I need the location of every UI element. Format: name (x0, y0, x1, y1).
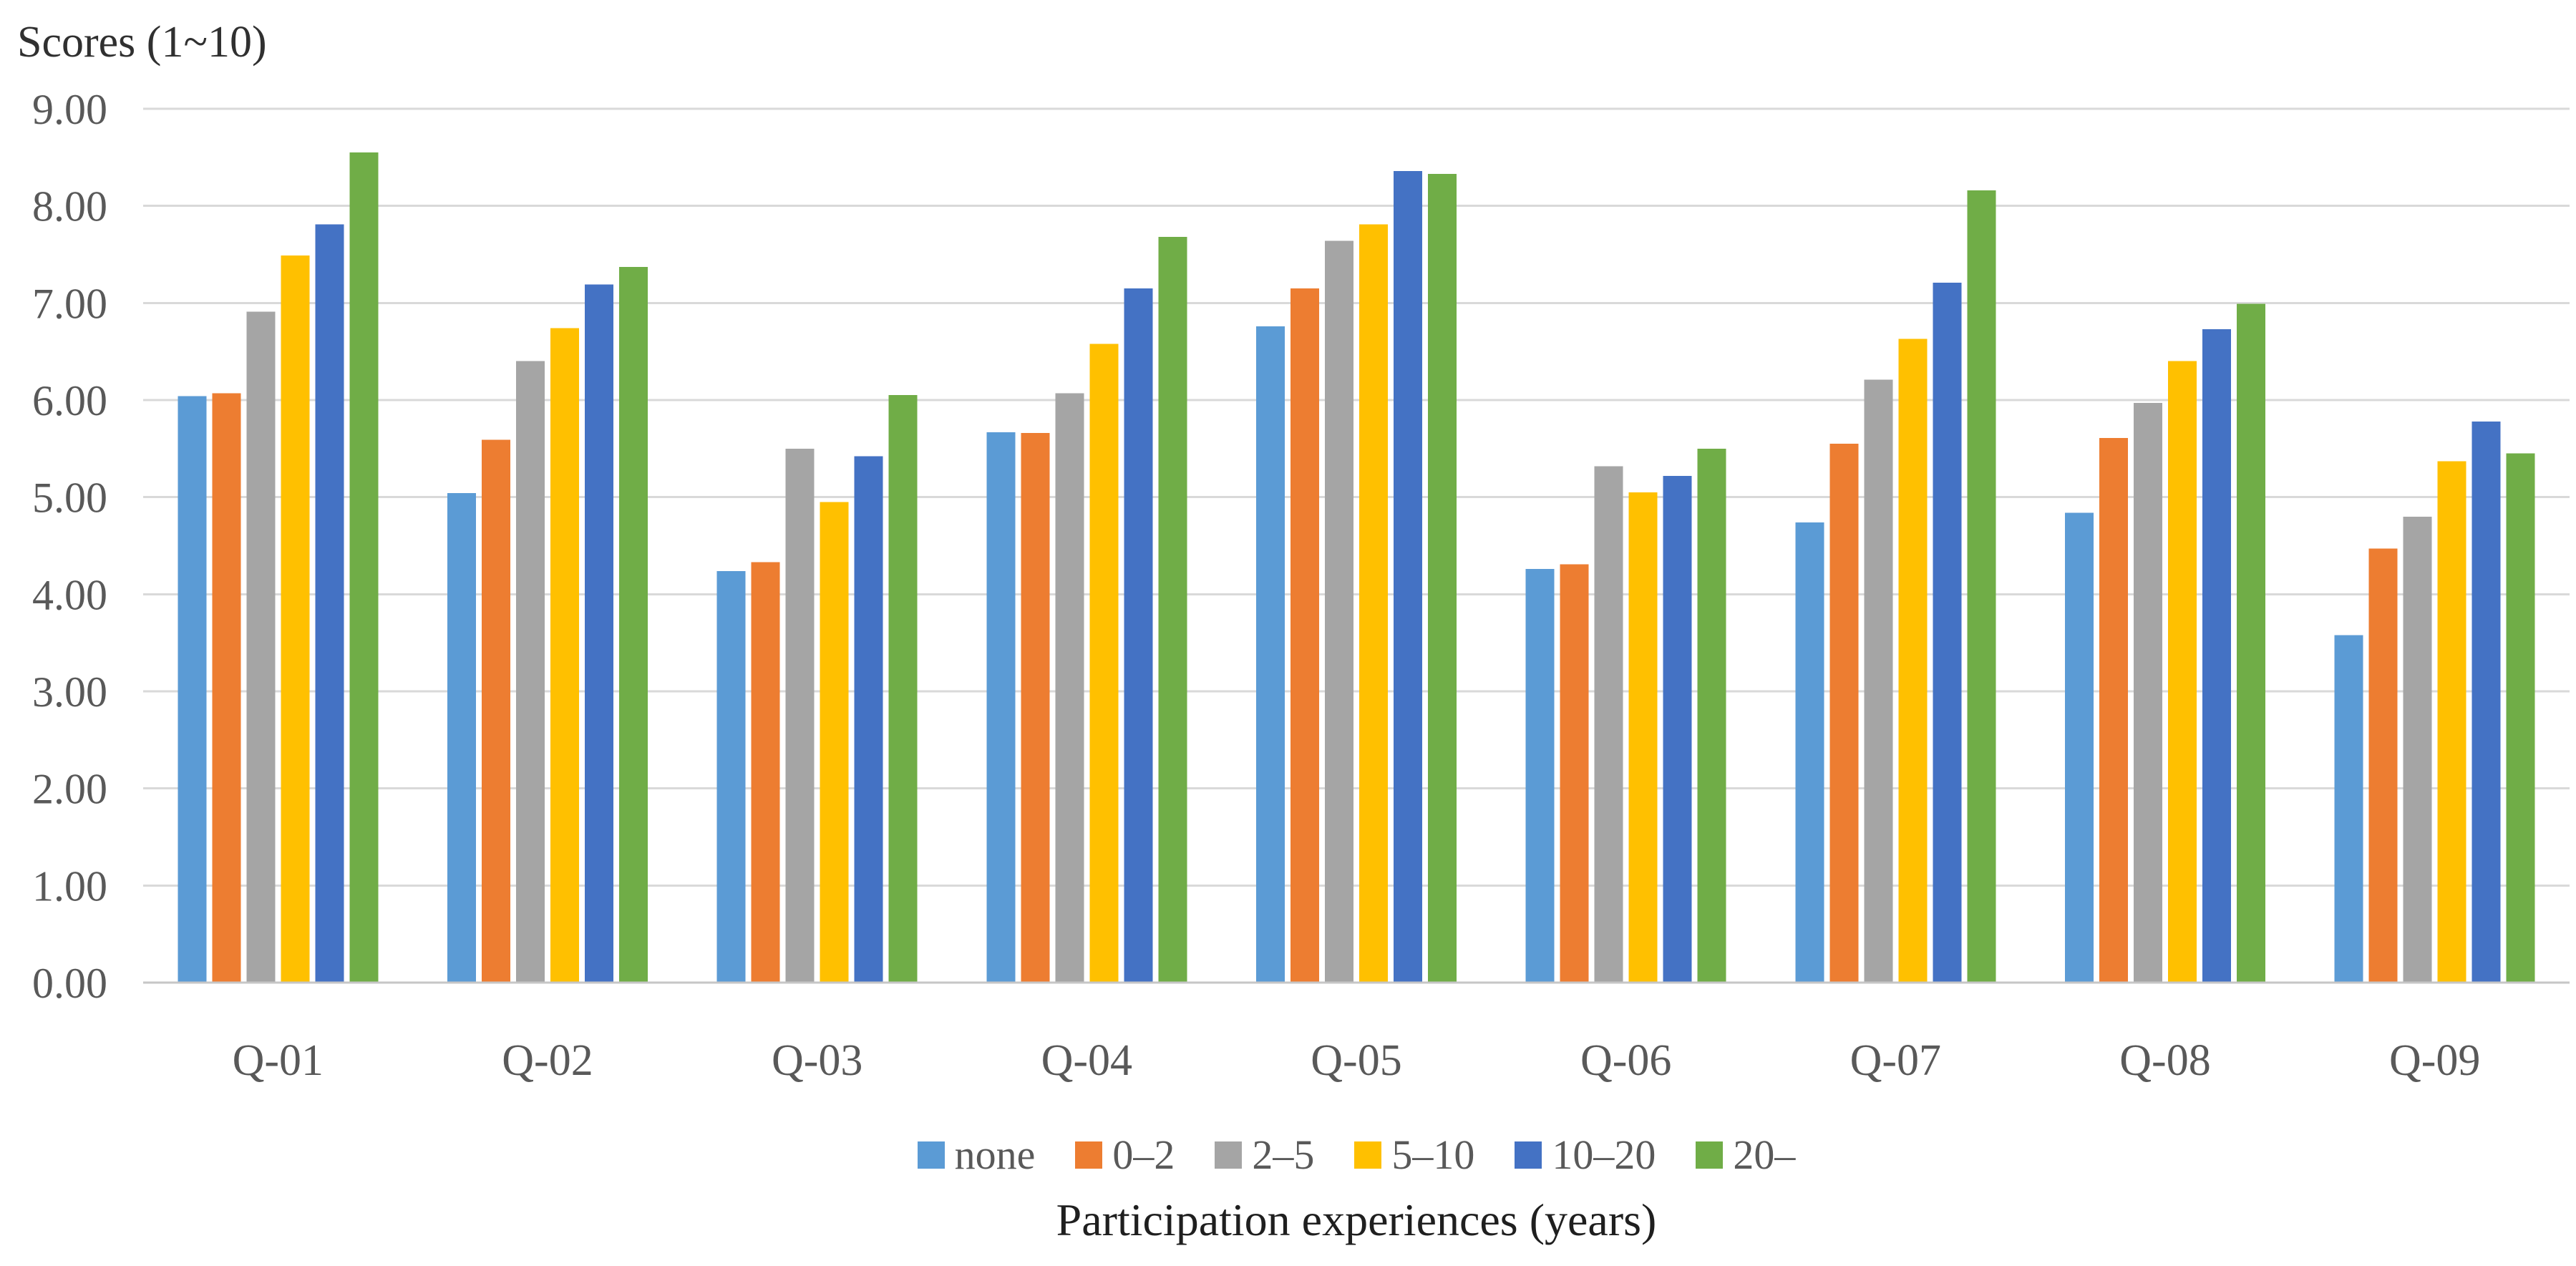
legend-item-2–5: 2–5 (1215, 1131, 1314, 1179)
bar-Q-01-2–5 (246, 311, 276, 983)
bar-Q-05-none (1256, 326, 1285, 983)
bar-Q-07-20– (1967, 190, 1996, 983)
bar-Q-09-5–10 (2437, 461, 2466, 983)
legend-item-none: none (917, 1131, 1036, 1179)
bar-Q-06-20– (1697, 448, 1726, 983)
legend-swatch-20– (1696, 1141, 1724, 1169)
bar-Q-03-0–2 (751, 562, 780, 983)
bar-Q-08-5–10 (2168, 361, 2197, 983)
legend-item-0–2: 0–2 (1075, 1131, 1175, 1179)
x-category-label-Q-01: Q-01 (233, 1036, 324, 1085)
bar-Q-08-10–20 (2202, 328, 2231, 983)
legend-swatch-2–5 (1215, 1141, 1243, 1169)
bar-Q-07-10–20 (1933, 282, 1962, 983)
x-category-label-Q-09: Q-09 (2389, 1036, 2480, 1085)
bar-Q-02-5–10 (550, 328, 579, 983)
bar-Q-05-0–2 (1291, 288, 1319, 983)
y-tick-label-6.00: 6.00 (32, 377, 107, 424)
bar-Q-03-10–20 (854, 456, 883, 983)
bar-Q-05-2–5 (1325, 240, 1353, 983)
bar-Q-07-none (1795, 522, 1824, 983)
bar-Q-04-2–5 (1055, 393, 1084, 983)
bar-Q-09-0–2 (2368, 548, 2398, 983)
bar-Q-07-5–10 (1898, 339, 1928, 983)
legend-label-none: none (954, 1131, 1036, 1178)
bar-Q-02-2–5 (516, 361, 545, 983)
y-tick-label-9.00: 9.00 (32, 86, 107, 133)
legend-label-5–10: 5–10 (1391, 1131, 1475, 1178)
legend-label-0–2: 0–2 (1112, 1131, 1175, 1178)
bar-Q-02-none (447, 493, 476, 983)
bar-Q-06-2–5 (1594, 466, 1623, 983)
bar-Q-09-10–20 (2471, 421, 2501, 983)
bar-Q-08-none (2065, 512, 2094, 983)
bar-Q-03-2–5 (785, 448, 815, 983)
chart-title: Scores (1~10) (17, 18, 267, 67)
x-category-label-Q-04: Q-04 (1041, 1036, 1132, 1085)
legend-item-5–10: 5–10 (1354, 1131, 1474, 1179)
x-category-label-Q-02: Q-02 (502, 1036, 593, 1085)
x-category-label-Q-07: Q-07 (1850, 1036, 1941, 1085)
bar-Q-01-5–10 (281, 255, 310, 983)
bar-Q-02-0–2 (482, 439, 510, 983)
bar-Q-04-0–2 (1021, 433, 1050, 983)
legend-item-20–: 20– (1696, 1131, 1795, 1179)
legend-swatch-10–20 (1515, 1141, 1542, 1169)
bar-Q-07-2–5 (1864, 379, 1893, 983)
bar-Q-09-2–5 (2403, 516, 2432, 983)
bar-Q-08-0–2 (2099, 437, 2128, 983)
y-tick-label-4.00: 4.00 (32, 571, 107, 618)
bar-Q-05-20– (1428, 173, 1457, 983)
bar-Q-05-10–20 (1394, 170, 1422, 983)
bar-Q-01-10–20 (315, 224, 344, 983)
bar-Q-01-0–2 (212, 393, 241, 983)
y-tick-label-7.00: 7.00 (32, 280, 107, 327)
bar-Q-06-10–20 (1663, 475, 1692, 983)
bar-Q-03-20– (888, 395, 918, 983)
y-tick-label-2.00: 2.00 (32, 766, 107, 813)
bar-Q-04-none (986, 432, 1016, 983)
bar-Q-09-20– (2506, 453, 2535, 983)
bar-Q-02-20– (619, 267, 648, 983)
y-tick-label-1.00: 1.00 (32, 862, 107, 910)
y-tick-label-8.00: 8.00 (32, 183, 107, 230)
bar-Q-06-5–10 (1628, 492, 1658, 983)
bar-Q-03-5–10 (820, 502, 849, 983)
bar-Q-04-5–10 (1089, 344, 1119, 983)
legend-swatch-0–2 (1075, 1141, 1103, 1169)
bar-Q-07-0–2 (1829, 444, 1859, 983)
bar-Q-01-none (178, 396, 207, 983)
bar-Q-06-none (1525, 569, 1555, 983)
bar-Q-01-20– (349, 152, 379, 983)
legend-label-10–20: 10–20 (1552, 1131, 1656, 1178)
bar-Q-04-20– (1158, 237, 1187, 983)
legend-item-10–20: 10–20 (1515, 1131, 1656, 1179)
x-axis-title: Participation experiences (years) (1056, 1194, 1657, 1245)
x-category-label-Q-06: Q-06 (1580, 1036, 1671, 1085)
y-tick-label-0.00: 0.00 (32, 960, 107, 1007)
x-category-label-Q-08: Q-08 (2119, 1036, 2210, 1085)
bar-Q-02-10–20 (585, 284, 613, 983)
bar-Q-04-10–20 (1124, 288, 1153, 983)
legend-label-2–5: 2–5 (1252, 1131, 1315, 1178)
bar-Q-06-0–2 (1560, 564, 1589, 983)
bar-Q-03-none (716, 570, 746, 983)
bar-Q-08-2–5 (2134, 403, 2162, 983)
legend: none 0–2 2–5 5–10 10–20 20– (143, 1131, 2570, 1179)
x-category-label-Q-03: Q-03 (772, 1036, 862, 1085)
legend-swatch-5–10 (1354, 1141, 1382, 1169)
bar-Q-09-none (2334, 635, 2363, 983)
bar-Q-05-5–10 (1359, 224, 1388, 983)
legend-swatch-none (917, 1141, 945, 1169)
y-tick-label-5.00: 5.00 (32, 474, 107, 522)
x-category-label-Q-05: Q-05 (1311, 1036, 1401, 1085)
y-tick-label-3.00: 3.00 (32, 668, 107, 716)
legend-label-20–: 20– (1733, 1131, 1796, 1178)
bar-Q-08-20– (2237, 303, 2265, 983)
